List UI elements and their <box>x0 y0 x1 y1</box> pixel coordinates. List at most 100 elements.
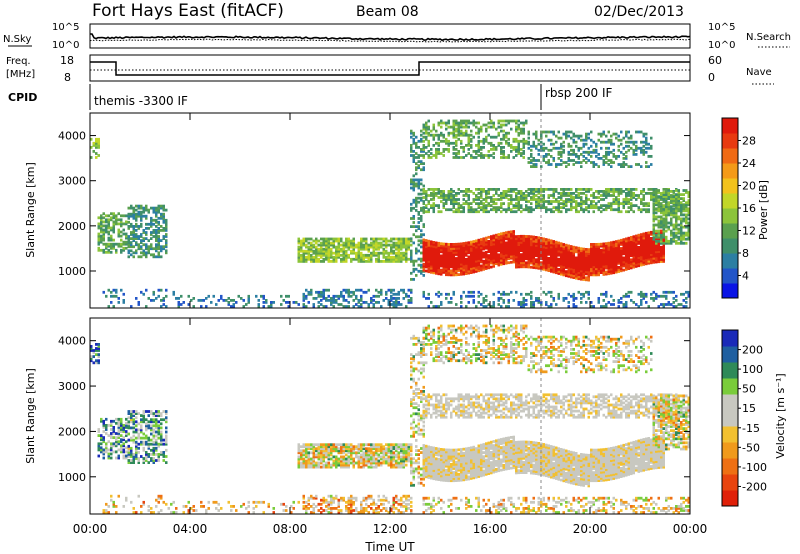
range-cell <box>122 299 125 302</box>
range-cell <box>680 209 683 213</box>
range-cell <box>685 305 688 308</box>
range-cell <box>137 303 140 306</box>
range-cell <box>517 241 520 244</box>
range-cell <box>480 188 483 191</box>
range-cell <box>527 132 530 136</box>
range-cell <box>510 254 513 258</box>
range-cell <box>137 255 140 259</box>
range-cell <box>537 148 540 152</box>
range-cell <box>542 261 545 265</box>
range-cell <box>510 150 513 153</box>
range-cell <box>540 247 543 250</box>
range-cell <box>410 297 413 300</box>
range-cell <box>447 269 450 273</box>
range-cell <box>567 192 570 195</box>
range-cell <box>550 208 553 212</box>
range-cell <box>565 264 568 267</box>
range-cell <box>495 127 498 131</box>
range-cell <box>635 242 638 246</box>
range-cell <box>300 239 303 243</box>
range-cell <box>547 163 550 166</box>
range-cell <box>605 150 608 154</box>
range-cell <box>450 131 453 135</box>
range-cell <box>157 231 160 234</box>
range-cell <box>92 355 95 358</box>
range-cell <box>420 257 423 261</box>
range-cell <box>140 233 143 236</box>
range-cell <box>640 299 643 302</box>
range-cell <box>642 261 645 264</box>
range-cell <box>152 210 155 214</box>
range-cell <box>580 275 583 279</box>
range-cell <box>637 262 640 266</box>
range-cell <box>535 146 538 150</box>
range-cell <box>625 245 628 249</box>
range-cell <box>462 248 465 251</box>
range-cell <box>380 251 383 255</box>
range-cell <box>557 243 560 247</box>
range-cell <box>490 154 493 157</box>
range-cell <box>640 245 643 249</box>
range-cell <box>565 260 568 263</box>
range-cell <box>515 255 518 259</box>
range-cell <box>542 146 545 150</box>
range-cell <box>377 243 380 247</box>
range-cell <box>482 253 485 257</box>
range-cell <box>435 243 438 247</box>
range-cell <box>532 159 535 162</box>
range-cell <box>342 243 345 247</box>
range-cell <box>642 144 645 148</box>
station-title: Fort Hays East (fitACF) <box>92 1 284 21</box>
range-cell <box>130 241 133 244</box>
range-cell <box>417 180 420 184</box>
range-cell <box>467 247 470 251</box>
range-cell <box>657 238 660 241</box>
range-cell <box>590 267 593 271</box>
range-cell <box>502 208 505 212</box>
range-cell <box>127 235 130 238</box>
range-cell <box>492 236 495 240</box>
range-cell <box>497 241 500 244</box>
range-cell <box>595 206 598 209</box>
range-cell <box>665 202 668 205</box>
range-cell <box>157 222 160 226</box>
range-cell <box>627 194 630 197</box>
range-cell <box>402 243 405 247</box>
range-cell <box>535 165 538 168</box>
range-cell <box>412 215 415 218</box>
range-cell <box>557 157 560 160</box>
range-cell <box>652 199 655 202</box>
range-cell <box>345 253 348 257</box>
range-cell <box>625 249 628 253</box>
range-cell <box>592 140 595 144</box>
range-cell <box>152 290 155 294</box>
range-cell <box>530 245 533 249</box>
range-cell <box>372 245 375 249</box>
range-cell <box>445 208 448 212</box>
range-cell <box>530 153 533 156</box>
range-cell <box>595 259 598 263</box>
range-cell <box>630 196 633 199</box>
range-cell <box>422 292 425 296</box>
range-cell <box>515 198 518 201</box>
range-cell <box>377 301 380 304</box>
range-cell <box>582 253 585 257</box>
range-cell <box>452 290 455 294</box>
range-cell <box>95 343 98 346</box>
range-cell <box>497 290 500 294</box>
range-cell <box>567 134 570 138</box>
range-cell <box>450 253 453 256</box>
range-cell <box>590 255 593 258</box>
range-cell <box>627 294 630 298</box>
range-cell <box>562 190 565 193</box>
range-cell <box>577 134 580 138</box>
range-cell <box>140 206 143 210</box>
range-cell <box>660 239 663 243</box>
range-cell <box>310 288 313 292</box>
range-cell <box>160 216 163 220</box>
range-cell <box>470 156 473 159</box>
range-cell <box>510 248 513 252</box>
range-cell <box>502 246 505 249</box>
y-tick-label: 2000 <box>58 220 86 233</box>
range-cell <box>492 200 495 203</box>
